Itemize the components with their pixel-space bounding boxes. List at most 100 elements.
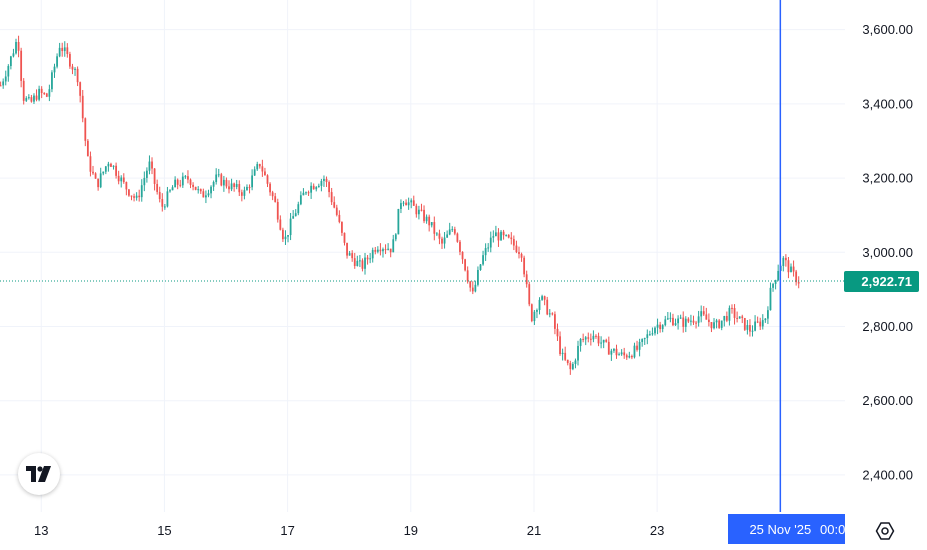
candle-body (664, 319, 667, 326)
candle-body (220, 174, 223, 186)
candle-body (520, 253, 523, 258)
tradingview-logo[interactable] (18, 453, 60, 495)
candle-body (161, 199, 164, 207)
candle-body (179, 184, 182, 186)
candle-body (751, 330, 754, 332)
candle-body (797, 282, 800, 284)
candle-body (117, 175, 120, 182)
candle-body (371, 249, 374, 259)
candle-body (754, 321, 756, 331)
y-tick-label: 3,400.00 (862, 96, 913, 111)
candle-body (61, 47, 64, 52)
candle-body (302, 192, 305, 196)
candle-body (217, 174, 220, 176)
candle-body (27, 97, 30, 99)
candle-body (746, 325, 749, 330)
candle-body (274, 196, 277, 202)
candle-body (720, 320, 723, 328)
candle-body (559, 336, 561, 355)
candle-body (790, 266, 792, 273)
candle-body (574, 360, 577, 364)
candle-body (341, 221, 343, 233)
candle-body (382, 249, 384, 252)
candle-body (571, 363, 574, 370)
candle-body (425, 216, 428, 222)
candle-body (7, 66, 10, 77)
candle-body (110, 163, 112, 167)
candle-body (795, 271, 798, 283)
candle-body (89, 156, 92, 172)
candle-body (40, 88, 43, 94)
candle-body (410, 200, 413, 203)
candle-body (677, 318, 679, 324)
candle-body (133, 196, 135, 198)
candle-body (102, 171, 105, 174)
candle-body (561, 352, 564, 355)
candle-body (307, 192, 310, 194)
candle-body (394, 234, 397, 240)
candle-body (749, 325, 751, 332)
candle-body (631, 355, 633, 358)
candle-body (564, 352, 567, 360)
candle-body (769, 287, 772, 311)
candle-body (597, 335, 600, 344)
candle-body (669, 317, 672, 319)
candle-body (579, 338, 582, 346)
candle-body (361, 260, 364, 269)
candle-body (661, 325, 664, 330)
y-axis: 3,600.00 3,400.00 3,200.00 3,000.00 2,800.00… (862, 22, 913, 482)
candle-body (356, 260, 359, 266)
candle-body (2, 81, 5, 86)
candle-body (197, 189, 200, 191)
candle-body (251, 175, 254, 188)
candle-body (225, 179, 228, 187)
candle-body (756, 321, 759, 323)
candle-body (412, 200, 415, 206)
candle-body (192, 184, 194, 187)
settings-icon[interactable] (874, 520, 896, 542)
candle-body (9, 56, 12, 67)
y-tick-label: 3,000.00 (862, 245, 913, 260)
candle-body (536, 310, 538, 312)
candle-body (474, 284, 477, 292)
candle-body (471, 287, 474, 292)
candle-body (620, 352, 623, 355)
candle-body (107, 163, 110, 167)
candle-body (772, 283, 774, 288)
candle-body (615, 348, 618, 356)
candle-body (687, 318, 690, 322)
candle-body (353, 258, 356, 266)
candle-body (125, 182, 128, 190)
crosshair-time-tag: 25 Nov '25 00:00 (728, 514, 853, 544)
candle-body (243, 190, 246, 196)
candle-body (407, 202, 410, 206)
candle-body (641, 339, 644, 342)
candle-body (405, 202, 407, 206)
candle-body (787, 260, 790, 273)
candle-body (315, 187, 318, 190)
candle-body (151, 161, 153, 169)
candle-body (348, 253, 351, 256)
candle-body (731, 307, 733, 309)
candle-body (199, 189, 202, 192)
candle-body (784, 257, 787, 261)
candle-body (63, 47, 66, 52)
candle-body (728, 307, 731, 321)
candle-body (202, 191, 205, 198)
candle-body (74, 68, 76, 70)
candle-body (325, 178, 328, 183)
candle-body (530, 304, 533, 322)
tradingview-logo-icon (26, 466, 51, 482)
candle-body (692, 320, 695, 323)
candle-body (84, 118, 87, 141)
candle-body (469, 281, 472, 288)
candle-body (518, 252, 520, 254)
candle-body (153, 168, 156, 184)
candle-body (233, 183, 236, 187)
y-tick-label: 3,600.00 (862, 22, 913, 37)
candle-body (443, 237, 446, 244)
crosshair-time-label: 00:00 (820, 522, 853, 537)
candle-body (569, 363, 572, 370)
candle-body (212, 182, 215, 187)
